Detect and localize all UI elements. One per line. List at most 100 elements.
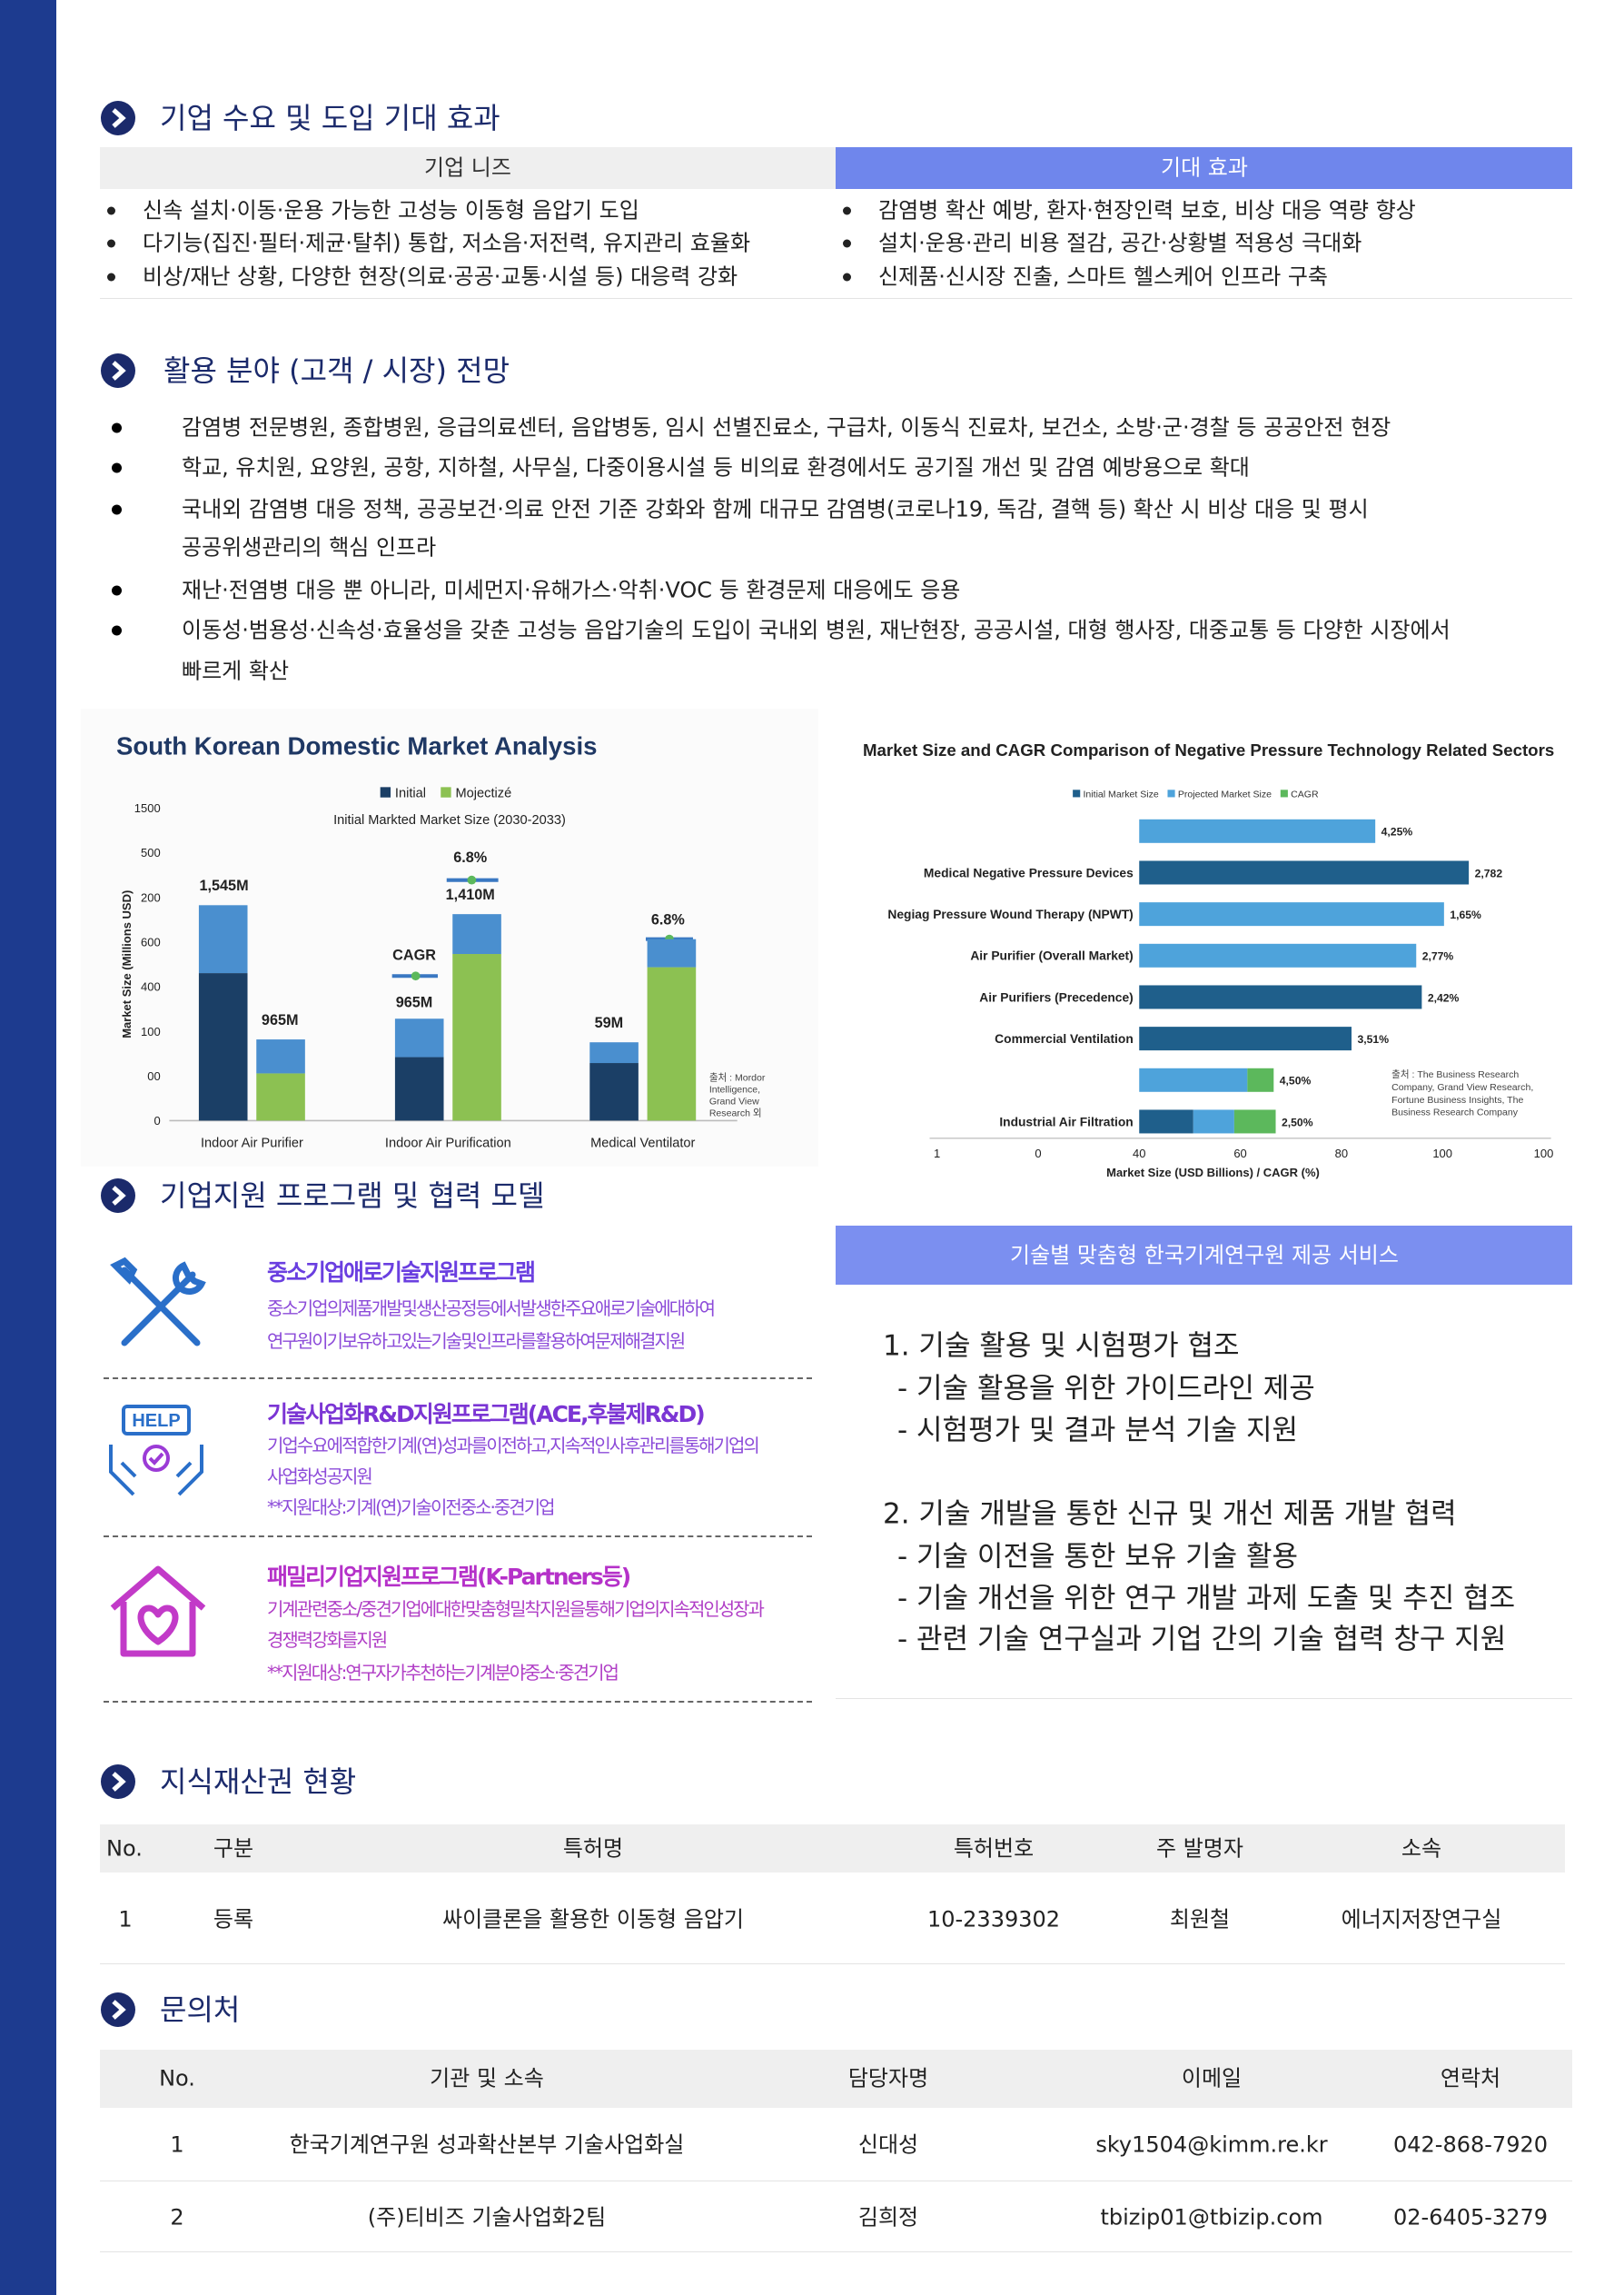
bar	[647, 939, 697, 968]
divider	[836, 1698, 1572, 1699]
service-item: - 관련 기술 연구실과 기업 간의 기술 협력 창구 지원	[897, 1623, 1507, 1656]
bar	[1139, 943, 1417, 968]
bullet	[107, 239, 115, 248]
table-header: 이메일	[1181, 2065, 1243, 2091]
divider	[100, 298, 1572, 299]
bar	[1139, 902, 1444, 927]
program-icon	[110, 1565, 206, 1657]
section-icon	[101, 1992, 135, 2027]
bullet	[112, 504, 122, 515]
bar	[198, 973, 248, 1121]
program-text: **지원대상:기계(연)기술이전중소·중견기업	[267, 1496, 556, 1518]
table-cell: 02-6405-3279	[1392, 2204, 1549, 2230]
x-tick-label: 100	[1432, 1147, 1452, 1160]
program-text: 사업화성공지원	[267, 1465, 373, 1487]
source-note: Company, Grand View Research,	[1391, 1082, 1533, 1093]
x-tick-label: 60	[1233, 1147, 1246, 1160]
y-tick-label: Medical Negative Pressure Devices	[924, 865, 1134, 879]
services-header-bg	[836, 1226, 1572, 1285]
x-tick-label: 100	[1534, 1147, 1554, 1160]
bar	[452, 954, 501, 1121]
bullet-text: 재난·전염병 대응 뿐 아니라, 미세먼지·유해가스·악취·VOC 등 환경문제…	[182, 577, 961, 603]
bar-label: 3,51%	[1358, 1033, 1390, 1046]
section-icon	[101, 1764, 135, 1799]
services-header: 기술별 맞춤형 한국기계연구원 제공 서비스	[1010, 1242, 1399, 1268]
table-cell: 등록	[213, 1906, 254, 1932]
program-icon	[110, 1257, 206, 1346]
legend-label: Initial Market Size	[1084, 789, 1159, 800]
y-tick-label: 00	[147, 1069, 160, 1083]
table-header: 연락처	[1440, 2065, 1501, 2091]
bar	[1139, 1027, 1352, 1051]
source-note: Business Research Company	[1391, 1108, 1519, 1118]
bullet	[112, 585, 122, 596]
table-cell: sky1504@kimm.re.kr	[1095, 2131, 1328, 2158]
section-title: 문의처	[160, 1992, 241, 2027]
program-text: 기업수요에적합한기계(연)성과를이전하고,지속적인사후관리를통해기업의	[267, 1435, 760, 1456]
column-header: 기대 효과	[1161, 154, 1248, 181]
source-note: Intelligence,	[709, 1085, 760, 1096]
section-title: 기업 수요 및 도입 기대 효과	[160, 100, 500, 135]
y-tick-label: Air Purifier (Overall Market)	[970, 949, 1133, 963]
table-cell: 에너지저장연구실	[1341, 1906, 1502, 1932]
x-tick-label: 80	[1335, 1147, 1348, 1160]
table-cell: tbizip01@tbizip.com	[1100, 2204, 1323, 2230]
section-icon	[101, 101, 135, 135]
annotation: 6.8%	[453, 849, 487, 866]
source-note: Fortune Business Insights, The	[1391, 1095, 1523, 1106]
bar	[394, 1057, 444, 1121]
table-cell: 싸이클론을 활용한 이동형 음압기	[441, 1906, 745, 1932]
divider	[104, 1535, 812, 1537]
y-tick-label: Air Purifiers (Precedence)	[979, 989, 1133, 1004]
y-tick-label: Industrial Air Filtration	[999, 1114, 1133, 1128]
table-header: 담당자명	[847, 2065, 929, 2091]
bar-label: 1,65%	[1450, 909, 1481, 921]
program-title: 기술사업화R&D지원프로그램(ACE,후불제R&D)	[267, 1401, 706, 1427]
source-note: Grand View	[709, 1097, 759, 1108]
x-tick-label: Medical Ventilator	[590, 1137, 695, 1151]
need-item: 신속 설치·이동·운용 가능한 고성능 이동형 음압기 도입	[143, 197, 639, 224]
bar	[1139, 819, 1376, 843]
y-tick-label: Negiag Pressure Wound Therapy (NPWT)	[887, 907, 1133, 921]
table-header: 특허명	[562, 1835, 624, 1862]
divider	[104, 1377, 812, 1379]
program-text: 중소기업의제품개발및생산공정등에서발생한주요애로기술에대하여	[267, 1297, 716, 1319]
legend-swatch	[1167, 790, 1175, 798]
svg-text:HELP: HELP	[132, 1411, 180, 1431]
bullet	[843, 239, 851, 248]
service-title: 1. 기술 활용 및 시험평가 협조	[883, 1329, 1240, 1363]
effect-item: 신제품·신시장 진출, 스마트 헬스케어 인프라 구축	[878, 263, 1329, 290]
bullet	[107, 206, 115, 215]
program-title: 중소기업애로기술지원프로그램	[267, 1259, 536, 1286]
chart: South Korean Domestic Market Analysis Ini…	[81, 709, 818, 1167]
legend-label: Initial	[395, 787, 426, 801]
bar	[1139, 1109, 1193, 1134]
table-header-bg	[100, 147, 836, 189]
table-cell: 신대성	[857, 2131, 919, 2158]
source-note: 출처 : Mordor	[709, 1073, 766, 1084]
section-icon	[101, 1178, 135, 1213]
legend-swatch	[1073, 790, 1081, 798]
y-tick-label: 500	[141, 846, 161, 859]
bullet-text: 감염병 전문병원, 종합병원, 응급의료센터, 음압병동, 임시 선별진료소, …	[182, 414, 1391, 441]
annotation: 965M	[262, 1012, 299, 1028]
bar	[1247, 1068, 1274, 1092]
table-cell: 김희정	[857, 2204, 919, 2230]
bullet	[112, 462, 122, 473]
table-header: No.	[159, 2065, 195, 2091]
x-axis-label: Market Size (USD Billions) / CAGR (%)	[1106, 1166, 1320, 1179]
bullet	[843, 206, 851, 215]
legend-swatch	[380, 787, 391, 798]
effect-item: 감염병 확산 예방, 환자·현장인력 보호, 비상 대응 역량 향상	[878, 197, 1416, 224]
program-icon: HELP	[109, 1405, 203, 1496]
bar-label: 2,782	[1475, 867, 1503, 879]
bar	[647, 967, 697, 1121]
legend-label: CAGR	[1291, 789, 1319, 800]
bar-label: 4,50%	[1280, 1075, 1312, 1088]
x-tick-label: 1	[934, 1147, 940, 1160]
y-tick-label: Commercial Ventilation	[995, 1031, 1134, 1046]
table-cell: (주)티비즈 기술사업화2팀	[367, 2204, 607, 2230]
side-stripe	[0, 0, 56, 2295]
bar	[198, 905, 248, 974]
